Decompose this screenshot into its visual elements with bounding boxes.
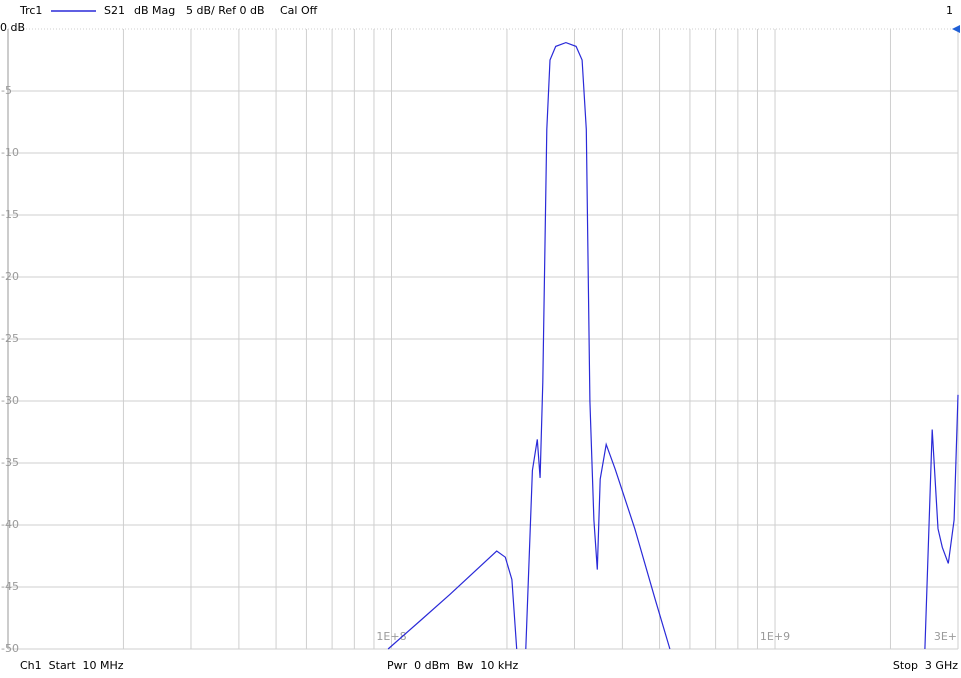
y-tick-label: -20 <box>1 270 19 283</box>
trace-cal: Cal Off <box>280 4 318 17</box>
trace-line <box>387 41 959 650</box>
trace-format: dB Mag <box>134 4 175 17</box>
y-tick-label: -35 <box>1 456 19 469</box>
x-tick-label: 1E+9 <box>760 630 790 643</box>
window-number: 1 <box>946 4 953 17</box>
y-tick-label: -10 <box>1 146 19 159</box>
y-tick-label: -50 <box>1 642 19 655</box>
plot: 1E+8 1E+9 3E+0 dB-5-10-15-20-25-30-35-40-4… <box>0 21 959 655</box>
y-tick-label: -45 <box>1 580 19 593</box>
y-tick-label: -15 <box>1 208 19 221</box>
ref-marker <box>952 25 960 33</box>
y-tick-label: -30 <box>1 394 19 407</box>
y-tick-label: -40 <box>1 518 19 531</box>
trace-name: Trc1 <box>19 4 42 17</box>
x-tick-label: 3E+ <box>934 630 957 643</box>
y-tick-label: -5 <box>1 84 12 97</box>
footer-stop: Stop 3 GHz <box>893 659 958 672</box>
trace-scale: 5 dB/ Ref 0 dB <box>186 4 265 17</box>
y-tick-label: -25 <box>1 332 19 345</box>
trace-param: S21 <box>104 4 125 17</box>
footer-start: Ch1 Start 10 MHz <box>20 659 124 672</box>
y-tick-label: 0 dB <box>0 21 25 34</box>
footer-power: Pwr 0 dBm Bw 10 kHz <box>387 659 519 672</box>
